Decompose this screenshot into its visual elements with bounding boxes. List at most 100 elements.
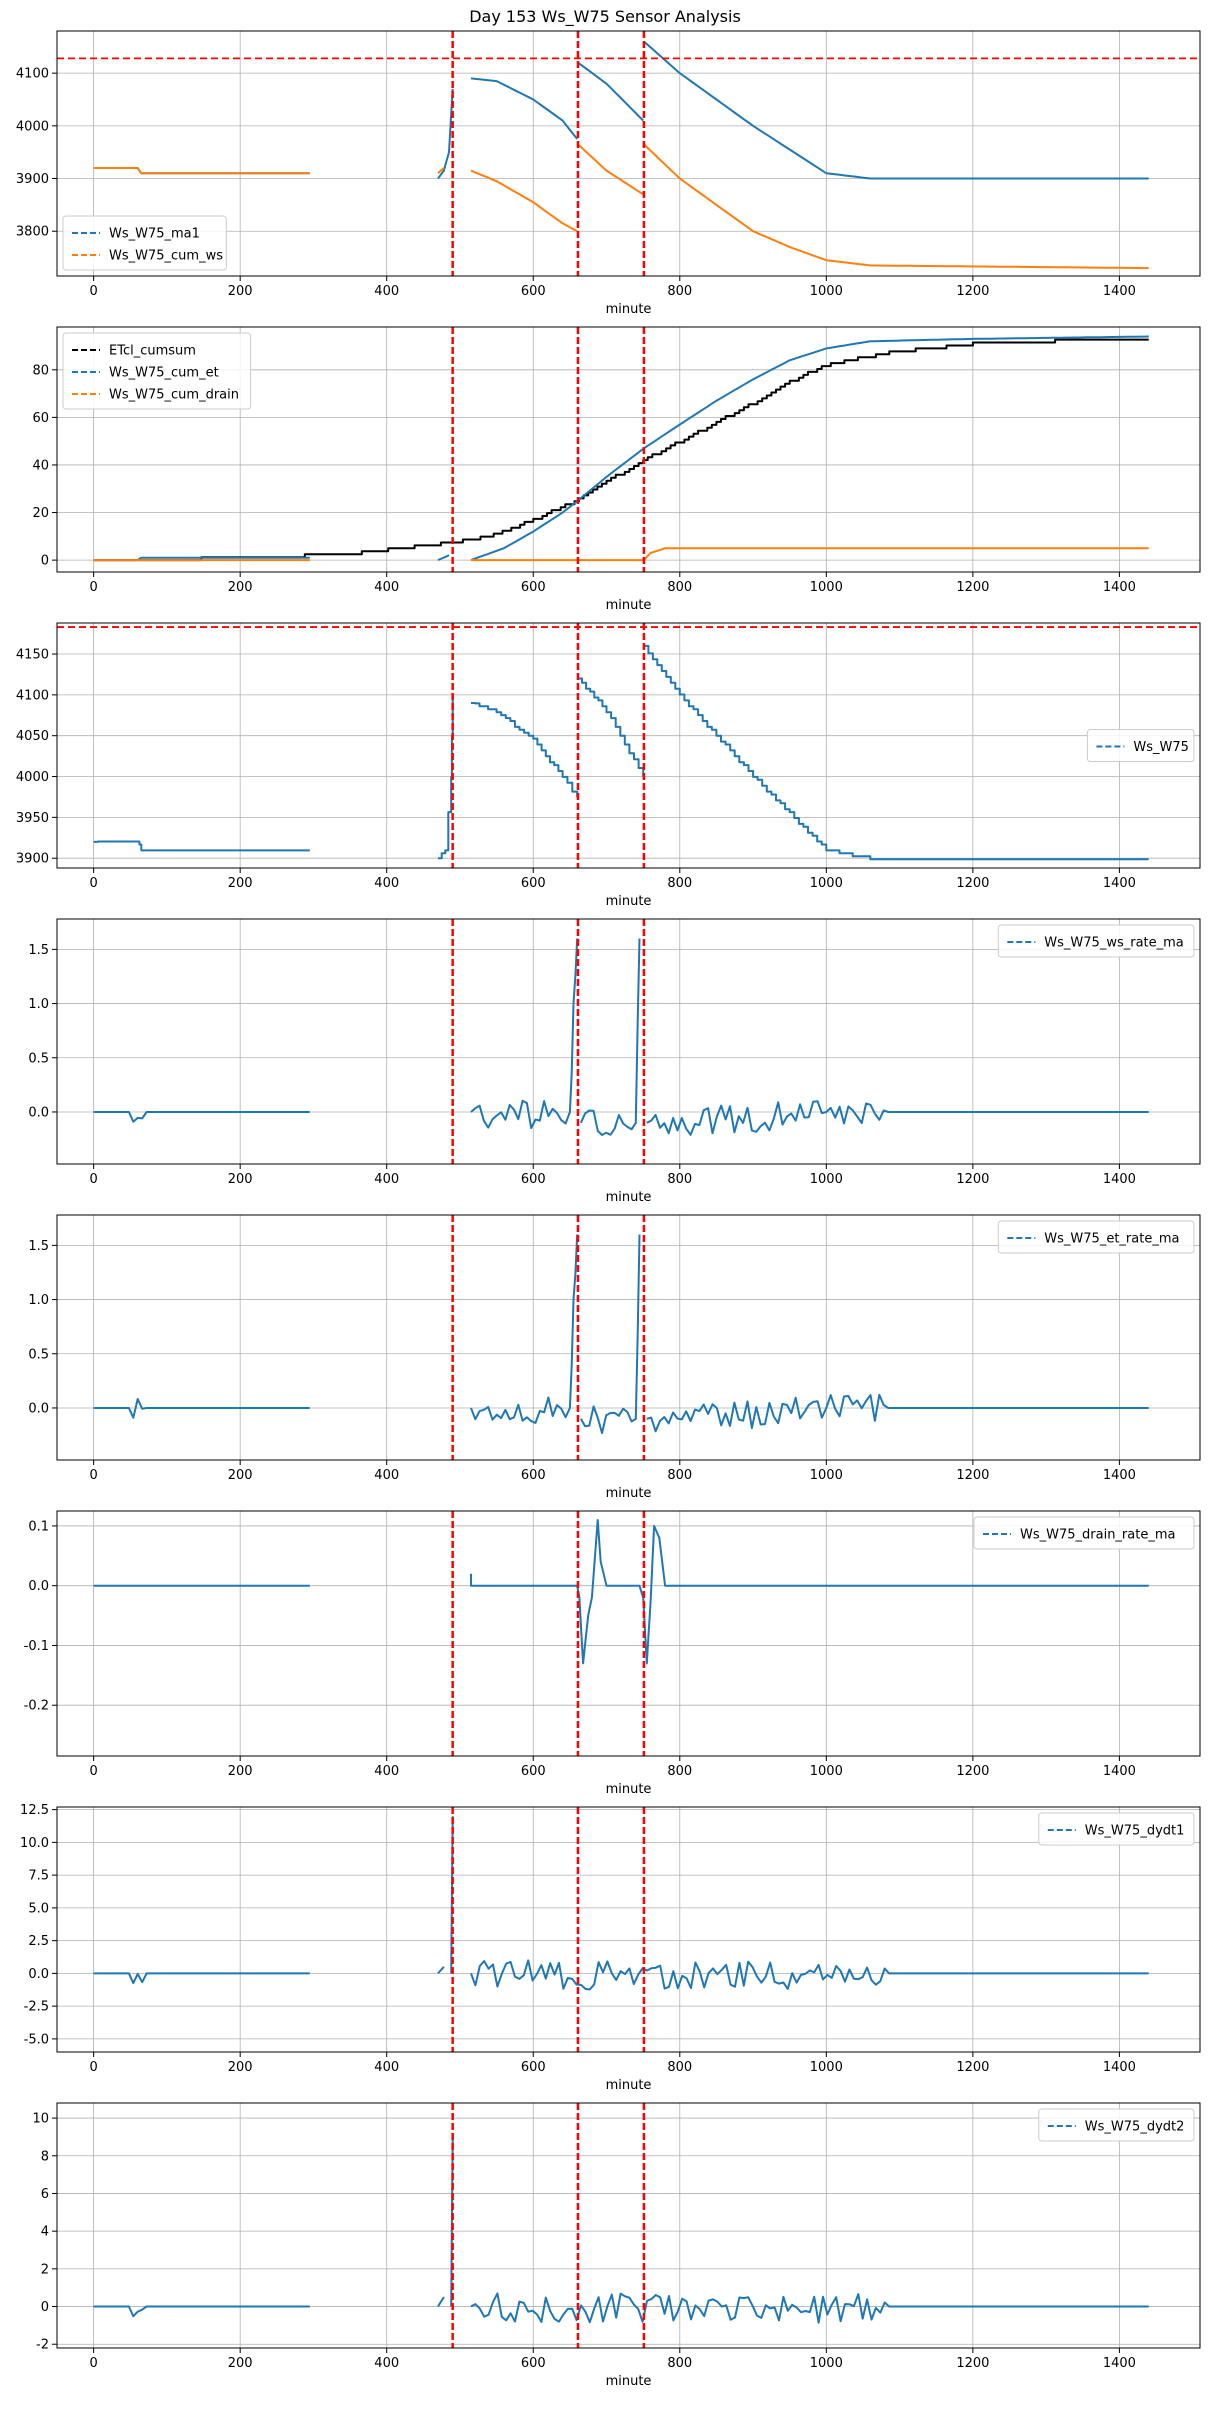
series-line-Ws_W75_ma1 — [643, 40, 1149, 180]
x-tick-label: 1200 — [956, 876, 989, 891]
x-tick-label: 1000 — [810, 2060, 843, 2075]
axes-frame — [56, 918, 1201, 1165]
x-tick-label: 0 — [89, 876, 97, 891]
series-group — [93, 40, 1149, 270]
legend: Ws_W75_dydt2 — [1038, 2108, 1195, 2142]
x-tick-label: 800 — [667, 1468, 692, 1483]
series-line-Ws_W75_dydt1 — [437, 1966, 445, 1975]
x-axis-label: minute — [606, 2374, 652, 2389]
x-tick-label: 200 — [228, 2356, 253, 2371]
x-tick-label: 1400 — [1103, 2060, 1136, 2075]
y-tick-label: 1.5 — [28, 1239, 49, 1254]
legend-label: Ws_W75_et_rate_ma — [1044, 1232, 1179, 1247]
series-line-Ws_W75_dydt2 — [437, 2296, 445, 2308]
series-line-Ws_W75_ma1 — [470, 77, 578, 140]
x-tick-label: 200 — [228, 580, 253, 595]
series-line-Ws_W75_et_rate_ma — [93, 1398, 310, 1419]
series-line-Ws_W75_drain_rate_ma — [470, 1519, 1149, 1665]
y-tick-label: 0.5 — [28, 1051, 49, 1066]
legend: Ws_W75_ma1 Ws_W75_cum_ws — [62, 215, 227, 271]
series-line-Ws_W75_cum_ws — [93, 167, 310, 175]
x-tick-label: 400 — [374, 1172, 399, 1187]
x-tick-label: 600 — [521, 2356, 546, 2371]
y-tick-label: 4150 — [16, 648, 49, 663]
legend-box — [62, 332, 252, 410]
subplot-4: 0 200 400 600 800 1000 1200 1400 0.0 0.5 1.0 1.5 min… — [28, 918, 1201, 1205]
legend-label: Ws_W75_drain_rate_ma — [1020, 1528, 1175, 1543]
series-line-Ws_W75_et_rate_ma — [580, 1234, 641, 1434]
x-axis-label: minute — [606, 894, 652, 909]
subplot-2: 0 200 400 600 800 1000 1200 1400 0 20 40 60 80 minute… — [32, 326, 1201, 613]
x-tick-label: 400 — [374, 284, 399, 299]
y-tick-label: 12.5 — [20, 1803, 49, 1818]
y-tick-label: 0.1 — [28, 1519, 49, 1534]
subplots: 0 200 400 600 800 1000 1200 1400380039004000410… — [16, 30, 1201, 2389]
series-line-Ws_W75_dydt2 — [470, 2292, 1149, 2324]
series-line-Ws_W75_cum_ws — [437, 167, 445, 175]
x-tick-label: 200 — [228, 2060, 253, 2075]
x-tick-label: 1400 — [1103, 284, 1136, 299]
y-tick-label: -0.2 — [24, 1699, 49, 1714]
legend-box — [1086, 729, 1195, 762]
x-tick-label: 1000 — [810, 2356, 843, 2371]
series-group — [93, 938, 1149, 1136]
legend-box — [997, 1220, 1195, 1254]
x-tick-label: 1200 — [956, 1172, 989, 1187]
x-tick-label: 1200 — [956, 580, 989, 595]
y-tick-label: 8 — [41, 2149, 49, 2164]
y-tick-label: 40 — [32, 458, 49, 473]
y-tick-label: 1.0 — [28, 997, 49, 1012]
x-axis-label: minute — [606, 1486, 652, 1501]
series-line-Ws_W75_cum_ws — [470, 169, 578, 233]
subplot-7: 0 200 400 600 800 1000 1200 1400 -5.0 -2.5 0.0 2.5 5… — [20, 1803, 1201, 2093]
y-tick-label: 0.0 — [28, 1579, 49, 1594]
x-tick-label: 400 — [374, 580, 399, 595]
series-group — [93, 644, 1149, 861]
x-axis-label: minute — [606, 1190, 652, 1205]
x-tick-label: 400 — [374, 2060, 399, 2075]
series-line-Ws_W75_ws_rate_ma — [646, 1100, 1149, 1136]
y-tick-label: 10 — [32, 2112, 49, 2127]
series-line-Ws_W75_ws_rate_ma — [579, 938, 641, 1136]
y-tick-label: 0.5 — [28, 1347, 49, 1362]
x-tick-label: 600 — [521, 1172, 546, 1187]
series-line-Ws_W75_cum_et — [437, 554, 450, 562]
x-tick-label: 1200 — [956, 1468, 989, 1483]
figure-title: Day 153 Ws_W75 Sensor Analysis — [469, 7, 741, 27]
axes-frame — [56, 1806, 1201, 2053]
legend: Ws_W75_drain_rate_ma — [973, 1516, 1195, 1550]
legend-box — [1038, 1812, 1195, 1846]
x-tick-label: 800 — [667, 876, 692, 891]
y-tick-label: -2.5 — [24, 2000, 49, 2015]
x-tick-label: 0 — [89, 1172, 97, 1187]
subplot-1: 0 200 400 600 800 1000 1200 1400 3800 3900 4000 410… — [16, 30, 1201, 317]
series-line-Ws_W75 — [93, 840, 310, 852]
axes-frame — [56, 2102, 1201, 2349]
legend: Ws_W75_dydt1 — [1038, 1812, 1195, 1846]
series-line-Ws_W75 — [577, 677, 645, 777]
x-tick-label: 1400 — [1103, 1764, 1136, 1779]
x-tick-label: 1200 — [956, 1764, 989, 1779]
x-tick-label: 400 — [374, 1468, 399, 1483]
x-tick-label: 1200 — [956, 284, 989, 299]
subplot-6: 0 200 400 600 800 1000 1200 1400 -0.2 -0.1 0.0 0.1 m… — [24, 1510, 1201, 1797]
y-tick-label: 80 — [32, 363, 49, 378]
x-tick-label: 0 — [89, 1468, 97, 1483]
x-tick-label: 400 — [374, 876, 399, 891]
x-tick-label: 1000 — [810, 284, 843, 299]
legend-label: Ws_W75_ma1 — [109, 227, 200, 242]
axes-frame — [56, 622, 1201, 869]
x-axis-label: minute — [606, 2078, 652, 2093]
axes-frame — [56, 1214, 1201, 1461]
series-line-Ws_W75_ma1 — [577, 61, 644, 122]
legend-label: Ws_W75_dydt2 — [1085, 2120, 1185, 2135]
x-tick-label: 200 — [228, 1172, 253, 1187]
x-tick-label: 400 — [374, 1764, 399, 1779]
series-line-Ws_W75_dydt1 — [93, 1972, 310, 1985]
axes-frame — [56, 30, 1201, 277]
x-tick-label: 1200 — [956, 2356, 989, 2371]
legend-box — [62, 215, 227, 271]
series-line-Ws_W75_ma1 — [437, 88, 454, 180]
x-tick-label: 1000 — [810, 580, 843, 595]
